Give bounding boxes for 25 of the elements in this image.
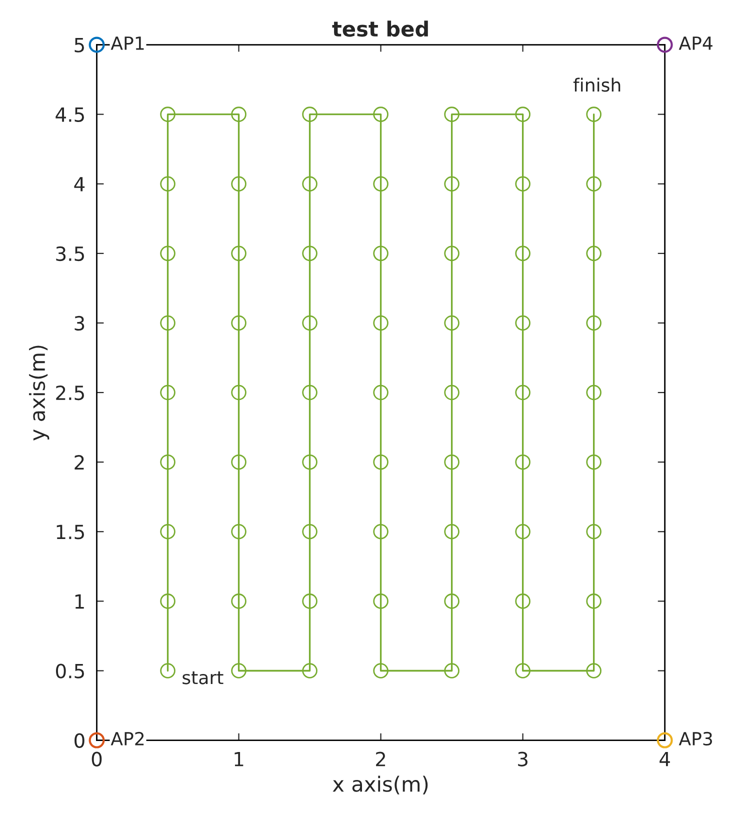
x-tick-label: 4 (660, 752, 670, 766)
y-tick-label: 1 (75, 594, 84, 609)
x-tick-label: 2 (376, 752, 386, 766)
x-tick-label: 0 (92, 752, 102, 766)
series-label: AP4 (678, 36, 712, 50)
annotation: finish (573, 78, 620, 92)
y-tick-label: 1.5 (56, 524, 84, 540)
y-tick-label: 2 (74, 455, 84, 470)
series-label: AP2 (110, 732, 144, 746)
chart-title: test bed (332, 20, 428, 37)
y-tick-label: 3 (74, 316, 84, 331)
y-tick-label: 0.5 (56, 664, 84, 678)
y-axis-title: y axis(m) (29, 346, 50, 441)
series-label: AP3 (678, 732, 712, 746)
annotation: start (182, 671, 224, 684)
y-tick-label: 4 (74, 177, 85, 192)
x-axis-title: x axis(m) (332, 776, 428, 794)
series-label: AP1 (110, 36, 144, 50)
y-tick-label: 4.5 (56, 108, 84, 122)
y-tick-label: 0 (74, 733, 84, 748)
y-tick-label: 5 (74, 38, 84, 52)
y-tick-label: 3.5 (56, 246, 84, 262)
y-tick-label: 2.5 (56, 385, 84, 400)
x-tick-label: 3 (518, 752, 528, 766)
x-tick-label: 1 (234, 752, 244, 766)
